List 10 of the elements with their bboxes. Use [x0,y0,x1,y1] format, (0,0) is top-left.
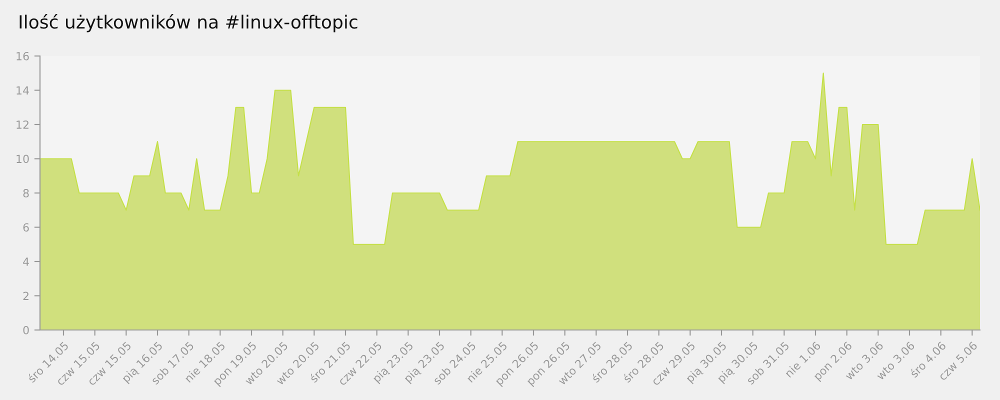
y-tick-label: 12 [16,120,28,129]
chart-title: Ilość użytkowników na #linux-offtopic [20,14,358,32]
y-tick-label: 0 [23,326,29,334]
y-tick-label: 6 [23,223,29,232]
y-tick-label: 2 [23,292,28,300]
y-tick-label: 14 [16,86,29,94]
y-tick-label: 8 [23,188,29,198]
y-tick-label: 4 [23,258,29,266]
y-tick-label: 10 [16,154,29,164]
y-tick-label: 16 [16,52,29,60]
